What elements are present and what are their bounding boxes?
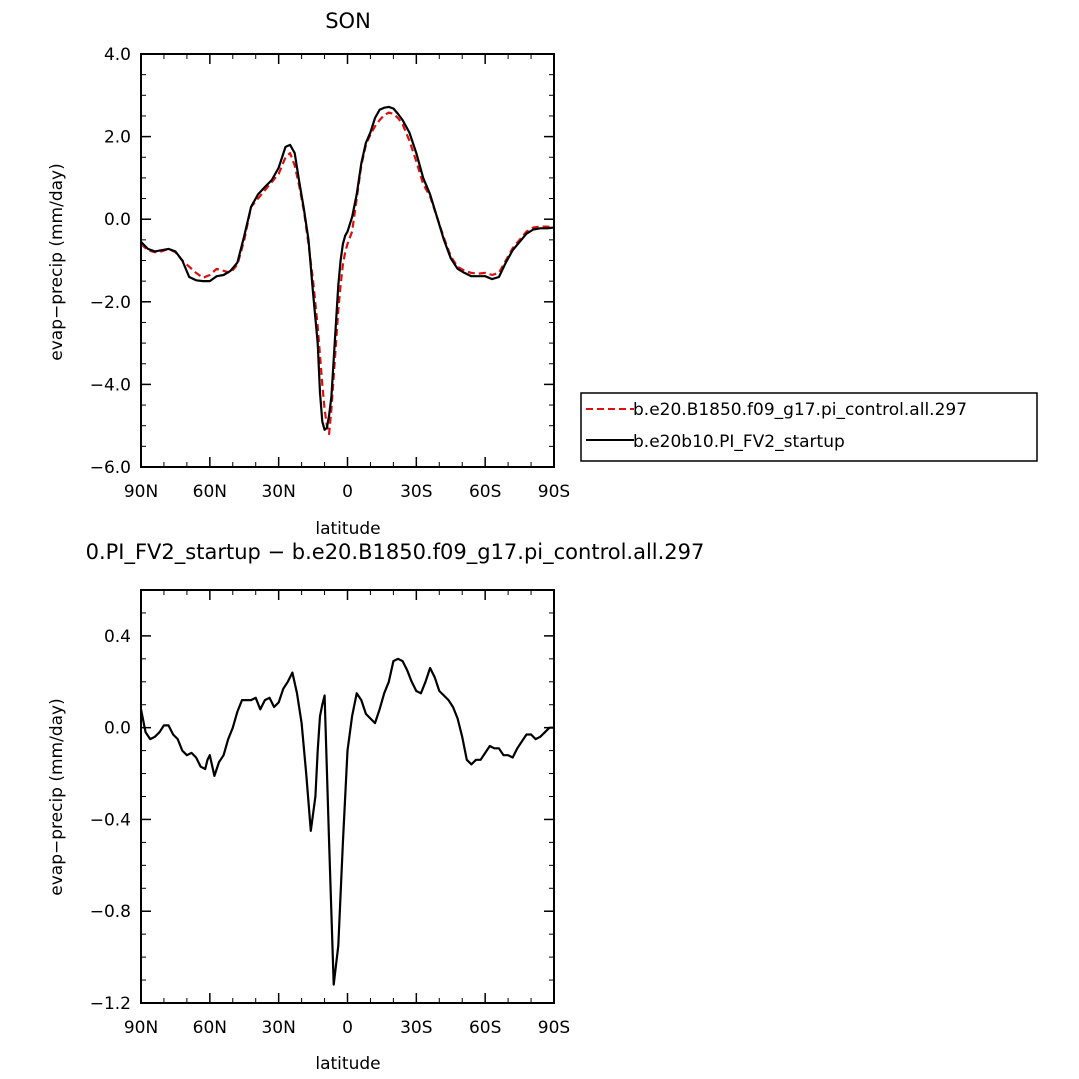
x-tick-label: 60N [193,1018,227,1038]
bottom-panel-ticks: 90N 60N 30N 0 30S 60S 90S −1.2 −0.8 −0.4 0.0 0.4 [90,589,570,1038]
bottom-panel-frame [140,589,555,1004]
top-panel-ticks: 90N 60N 30N 0 30S 60S 90S −6.0 −4.0 −2.0 0.0 2.0 4.0 [90,45,571,502]
y-tick-label: −0.8 [90,902,131,922]
top-panel-xlabel: latitude [315,519,380,539]
x-tick-label: 60S [469,482,501,502]
y-tick-label: −0.4 [90,810,131,830]
y-tick-label: 0.0 [104,210,131,230]
legend-label-startup: b.e20b10.PI_FV2_startup [633,432,845,452]
legend-box [580,392,1038,462]
x-tick-label: 30N [261,1018,295,1038]
legend-label-control: b.e20.B1850.f09_g17.pi_control.all.297 [633,400,967,420]
x-tick-label: 90N [124,482,158,502]
series-line-1 [140,105,555,431]
top-panel-series [140,105,555,436]
y-tick-label: −2.0 [90,293,131,313]
x-tick-label: 30N [261,482,295,502]
x-tick-label: 30S [400,482,432,502]
bottom-panel-title: 0.PI_FV2_startup − b.e20.B1850.f09_g17.p… [86,540,705,565]
series-line-0 [139,657,554,986]
y-tick-label: 2.0 [104,128,131,148]
x-tick-label: 0 [342,1018,353,1038]
y-tick-label: 0.4 [104,627,131,647]
top-panel-ylabel: evap−precip (mm/day) [47,163,67,360]
x-tick-label: 90S [538,1018,570,1038]
y-tick-label: 4.0 [104,45,131,65]
bottom-panel: 0.PI_FV2_startup − b.e20.B1850.f09_g17.p… [47,540,704,1074]
top-panel-frame [140,53,555,468]
x-tick-label: 30S [400,1018,432,1038]
top-panel: SON 90N 60N 30N 0 30S 60S 90S −6.0 −4.0 −2.0 0.0 2.… [47,9,570,539]
bottom-panel-series [139,657,554,986]
bottom-panel-xlabel: latitude [315,1054,380,1074]
x-tick-label: 90S [538,482,570,502]
top-panel-title: SON [325,9,371,33]
bottom-panel-ylabel: evap−precip (mm/day) [47,698,67,895]
y-tick-label: −4.0 [90,375,131,395]
y-tick-label: 0.0 [104,719,131,739]
x-tick-label: 90N [124,1018,158,1038]
legend: b.e20.B1850.f09_g17.pi_control.all.297 b… [580,392,1038,462]
x-tick-label: 60N [193,482,227,502]
y-tick-label: −1.2 [90,994,131,1014]
y-tick-label: −6.0 [90,458,131,478]
x-tick-label: 60S [469,1018,501,1038]
series-line-0 [140,111,555,436]
x-tick-label: 0 [342,482,353,502]
